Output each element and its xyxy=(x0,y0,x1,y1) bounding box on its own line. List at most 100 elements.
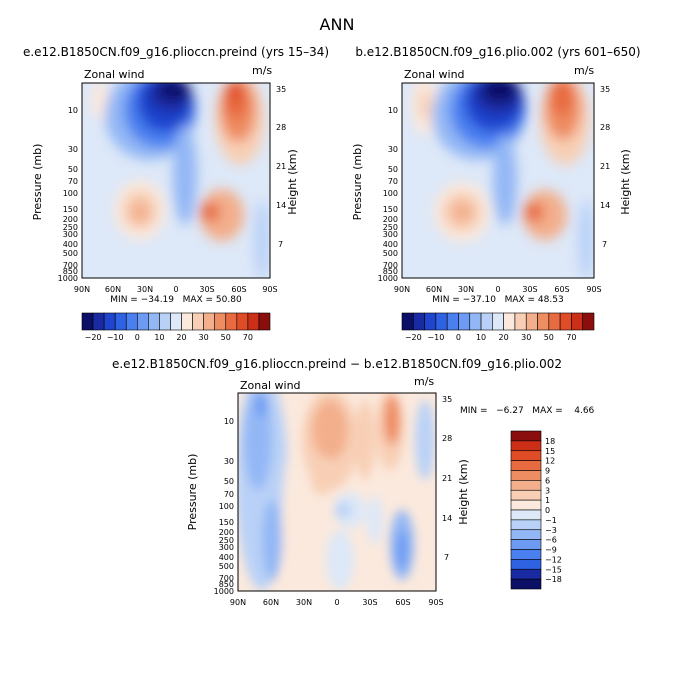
panel-2-y2label: Height (km) xyxy=(619,149,632,215)
colorbar-swatch xyxy=(559,312,572,331)
panel-2-y2-ticks: 35 28 21 14 7 xyxy=(600,85,610,249)
colorbar-swatch xyxy=(525,312,538,331)
panel-3-units: m/s xyxy=(414,375,434,388)
colorbar-label: −18 xyxy=(545,575,562,584)
colorbar-swatch xyxy=(92,312,105,331)
colorbar-swatch xyxy=(510,440,542,452)
panel-3-xtick-5: 60S xyxy=(395,598,410,607)
colorbar-label: 30 xyxy=(199,333,209,342)
panel-1-ytick-300: 300 xyxy=(63,230,78,239)
panel-2-ytick-300: 300 xyxy=(383,230,398,239)
panel-2-ytick-500: 500 xyxy=(383,249,398,258)
panel-3-variable: Zonal wind xyxy=(240,379,301,392)
colorbar-swatch xyxy=(480,312,493,331)
colorbar-swatch xyxy=(514,312,527,331)
panel-2-y-ticks: 10 30 50 70 100 150 200 250 300 400 500 … xyxy=(378,106,398,283)
panel-3-field xyxy=(238,393,436,591)
colorbar-label: −15 xyxy=(545,565,562,574)
panel-1-ytick-30: 30 xyxy=(68,145,78,154)
panel-1-units: m/s xyxy=(252,64,272,77)
panel-1-x-ticks: 90N 60N 30N 0 30S 60S 90S xyxy=(74,285,278,294)
panel-1-ytick-500: 500 xyxy=(63,249,78,258)
panel-2-ytick-400: 400 xyxy=(383,240,398,249)
panel-2-ytick-50: 50 xyxy=(388,165,398,174)
panel-1-ytick-1000: 1000 xyxy=(58,274,78,283)
panel-2-title: b.e12.B1850CN.f09_g16.plio.002 (yrs 601–… xyxy=(355,45,640,59)
page-title: ANN xyxy=(320,15,355,34)
colorbar-swatch xyxy=(412,312,425,331)
panel-3-xtick-3: 0 xyxy=(334,598,339,607)
colorbar-swatch xyxy=(510,460,542,471)
panel-1-y2tick-21: 21 xyxy=(276,162,286,171)
panel-2: b.e12.B1850CN.f09_g16.plio.002 (yrs 601–… xyxy=(351,45,641,342)
panel-3-title: e.e12.B1850CN.f09_g16.plioccn.preind − b… xyxy=(112,357,562,371)
panel-1-ytick-400: 400 xyxy=(63,240,78,249)
colorbar-label: 0 xyxy=(135,333,140,342)
panel-3-xtick-4: 30S xyxy=(362,598,377,607)
panel-3-ytick-70: 70 xyxy=(224,490,234,499)
panel-1-ytick-150: 150 xyxy=(63,205,78,214)
panel-3-y2tick-28: 28 xyxy=(442,434,452,443)
panel-1-y2-ticks: 35 28 21 14 7 xyxy=(276,85,286,249)
panel-3-ytick-50: 50 xyxy=(224,477,234,486)
panel-2-ytick-100: 100 xyxy=(383,189,398,198)
colorbar-label: 50 xyxy=(544,333,554,342)
panel-2-stats: MIN = −37.10 MAX = 48.53 xyxy=(432,295,563,305)
colorbar-swatch xyxy=(510,480,542,491)
panel-3-ytick-10: 10 xyxy=(224,417,234,426)
colorbar-swatch xyxy=(192,312,204,331)
panel-1-xtick-0: 90N xyxy=(74,285,90,294)
panel-2-ytick-700: 700 xyxy=(383,261,398,270)
panel-1-ytick-250: 250 xyxy=(63,223,78,232)
panel-3-ytick-850: 850 xyxy=(219,580,234,589)
colorbar-swatch xyxy=(510,568,542,580)
panel-2-ytick-200: 200 xyxy=(383,215,398,224)
colorbar-swatch xyxy=(136,312,149,331)
panel-2-ytick-150: 150 xyxy=(383,205,398,214)
colorbar-swatch xyxy=(225,312,238,331)
panel-1-ytick-70: 70 xyxy=(68,177,78,186)
colorbar-swatch xyxy=(458,312,471,331)
colorbar-swatch xyxy=(510,539,542,550)
panel-1-ytick-850: 850 xyxy=(63,267,78,276)
colorbar-label: 70 xyxy=(566,333,576,342)
panel-2-ytick-10: 10 xyxy=(388,106,398,115)
colorbar-swatch xyxy=(236,312,249,331)
colorbar-label: 0 xyxy=(545,506,550,515)
panel-2-ytick-250: 250 xyxy=(383,223,398,232)
colorbar-swatch xyxy=(401,312,414,331)
panel-1-variable: Zonal wind xyxy=(84,68,145,81)
panel-1-ytick-200: 200 xyxy=(63,215,78,224)
colorbar-swatch xyxy=(103,312,116,331)
panel-1-xtick-6: 90S xyxy=(262,285,277,294)
panel-1-stats: MIN = −34.19 MAX = 50.80 xyxy=(110,295,242,305)
panel-1-ylabel: Pressure (mb) xyxy=(31,144,44,221)
panel-1-y2tick-28: 28 xyxy=(276,123,286,132)
colorbar-swatch xyxy=(510,509,542,521)
panel-1-xtick-1: 60N xyxy=(105,285,121,294)
panel-2-xtick-1: 60N xyxy=(426,285,442,294)
colorbar-swatch xyxy=(510,559,542,570)
colorbar-label: −10 xyxy=(427,333,444,342)
colorbar-label: 0 xyxy=(456,333,461,342)
colorbar-label: 15 xyxy=(545,447,555,456)
panel-1-xtick-5: 60S xyxy=(231,285,246,294)
panel-3-y2tick-7: 7 xyxy=(444,553,449,562)
colorbar-label: 70 xyxy=(243,333,253,342)
colorbar-swatch xyxy=(469,312,482,331)
panel-3-ylabel: Pressure (mb) xyxy=(186,454,199,531)
panel-1-ytick-50: 50 xyxy=(68,165,78,174)
panel-1-xtick-3: 0 xyxy=(173,285,178,294)
colorbar-swatch xyxy=(247,312,260,331)
colorbar-swatch xyxy=(571,312,584,331)
colorbar-swatch xyxy=(435,312,448,331)
colorbar-swatch xyxy=(424,312,437,331)
colorbar-label: 30 xyxy=(521,333,531,342)
colorbar-swatch xyxy=(510,470,542,481)
colorbar-swatch xyxy=(446,312,459,331)
colorbar-label: 1 xyxy=(545,496,550,505)
panel-3-y2-ticks: 35 28 21 14 7 xyxy=(442,395,452,562)
colorbar-label: 12 xyxy=(545,457,555,466)
colorbar-label: −6 xyxy=(545,536,557,545)
